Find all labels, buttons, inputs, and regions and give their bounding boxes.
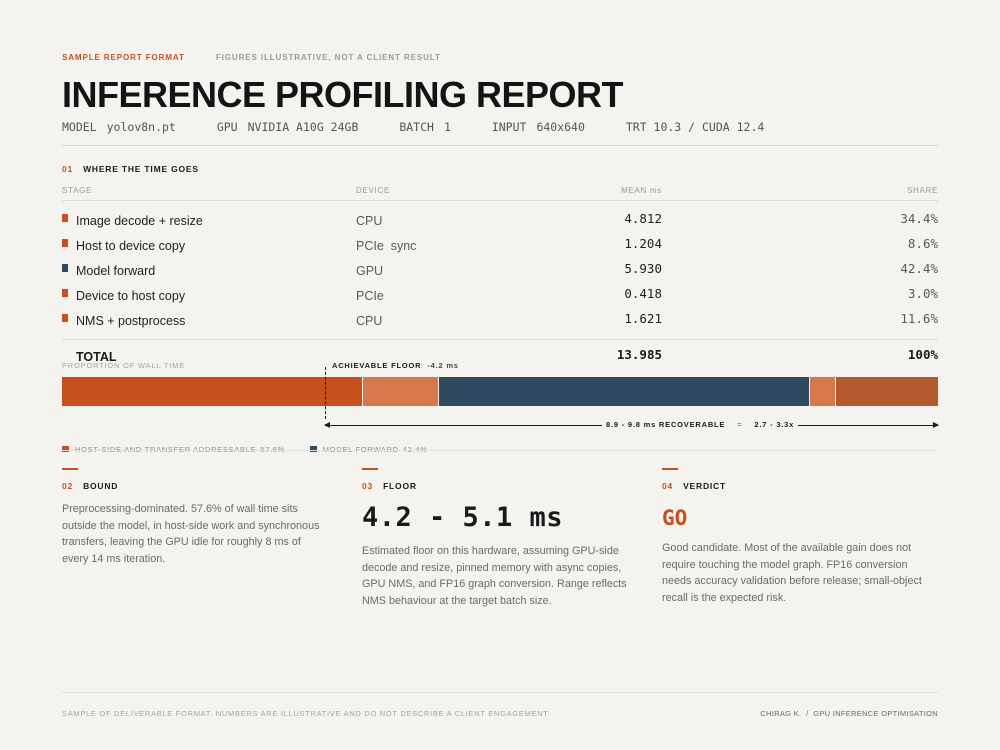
footer-author: CHIRAG K. / GPU INFERENCE OPTIMISATION (760, 709, 938, 718)
illustrative-note: FIGURES ILLUSTRATIVE, NOT A CLIENT RESUL… (215, 53, 441, 62)
stage-device: PCIe sync (356, 239, 417, 253)
card-floor: 03 FLOOR 4.2 - 5.1 ms Estimated floor on … (362, 468, 630, 609)
arrow-right-icon (933, 422, 939, 428)
stage-device: CPU (356, 314, 383, 328)
recoverable-range: 8.9 - 9.8 ms RECOVERABLE = 2.7 - 3.3x (324, 419, 939, 433)
table-row: Model forward GPU 5.930 42.4% (62, 258, 938, 283)
total-share: 100% (907, 347, 938, 362)
stage-table: Image decode + resize CPU 4.812 34.4% Ho… (62, 208, 938, 333)
meta-input: INPUT 640x640 (491, 120, 585, 134)
meta-gpu: GPU NVIDIA A10G 24GB (216, 120, 359, 134)
card-body: Estimated floor on this hardware, assumi… (362, 545, 627, 607)
legend-divider (62, 450, 938, 451)
stage-name: NMS + postprocess (76, 314, 186, 328)
card-body: Preprocessing-dominated. 57.6% of wall t… (62, 503, 320, 565)
report-eyebrow: SAMPLE REPORT FORMAT FIGURES ILLUSTRATIV… (62, 53, 441, 62)
header-divider (62, 145, 938, 146)
stage-mean: 1.204 (624, 236, 662, 251)
table-row: NMS + postprocess CPU 1.621 11.6% (62, 308, 938, 333)
meta-runtime: TRT 10.3 / CUDA 12.4 (625, 120, 765, 134)
bar-segment (810, 377, 837, 406)
stage-name: Host to device copy (76, 239, 186, 253)
stage-swatch (62, 314, 68, 322)
legend-model-forward: MODEL FORWARD42.4% (309, 445, 428, 454)
bar-legend: HOST-SIDE AND TRANSFER ADDRESSABLE57.6% … (62, 445, 449, 454)
stage-share: 34.4% (900, 211, 938, 226)
stage-mean: 1.621 (624, 311, 662, 326)
table-header-divider (62, 200, 938, 201)
stage-name: Image decode + resize (76, 214, 203, 228)
stage-swatch (62, 214, 68, 222)
card-heading: 04 VERDICT (662, 481, 726, 491)
achievable-floor-marker (325, 367, 326, 419)
speedup-value: 2.7 - 3.3x (754, 420, 795, 429)
stage-share: 3.0% (907, 286, 938, 301)
stage-swatch (62, 264, 68, 272)
run-metadata: MODEL yolov8n.pt GPU NVIDIA A10G 24GB BATC… (62, 120, 798, 134)
stage-device: CPU (356, 214, 383, 228)
stage-name: Device to host copy (76, 289, 186, 303)
section-where-time-goes: 01 WHERE THE TIME GOES (62, 164, 199, 174)
total-mean: 13.985 (616, 347, 662, 362)
table-row: Device to host copy PCIe 0.418 3.0% (62, 283, 938, 308)
stage-device: PCIe (356, 289, 384, 303)
col-mean: MEAN ms (621, 186, 662, 195)
total-divider (62, 339, 938, 340)
col-device: DEVICE (356, 186, 390, 195)
card-heading: 02 BOUND (62, 481, 119, 491)
bar-label: PROPORTION OF WALL TIME (62, 361, 185, 370)
wall-time-bar (62, 377, 938, 406)
bar-segment (363, 377, 439, 406)
stage-share: 8.6% (907, 236, 938, 251)
report-title: INFERENCE PROFILING REPORT (62, 74, 624, 115)
sample-tag: SAMPLE REPORT FORMAT (62, 53, 185, 62)
card-accent (362, 468, 378, 470)
stage-device: GPU (356, 264, 384, 278)
floor-label: ACHIEVABLE FLOOR -4.2 ms (332, 361, 459, 370)
table-row: Image decode + resize CPU 4.812 34.4% (62, 208, 938, 233)
verdict-value: GO (662, 506, 688, 530)
stage-mean: 0.418 (624, 286, 662, 301)
card-heading: 03 FLOOR (362, 481, 417, 491)
legend-host-side: HOST-SIDE AND TRANSFER ADDRESSABLE57.6% (62, 445, 285, 454)
stage-mean: 5.930 (624, 261, 662, 276)
recoverable-text: 8.9 - 9.8 ms RECOVERABLE = 2.7 - 3.3x (602, 420, 799, 429)
card-verdict: 04 VERDICT GO Good candidate. Most of the… (662, 468, 930, 606)
floor-value: -4.2 ms (427, 361, 459, 370)
stage-swatch (62, 239, 68, 247)
stage-mean: 4.812 (624, 211, 662, 226)
meta-model: MODEL yolov8n.pt (62, 120, 176, 134)
stage-share: 11.6% (900, 311, 938, 326)
stage-share: 42.4% (900, 261, 938, 276)
card-bound: 02 BOUND Preprocessing-dominated. 57.6% o… (62, 468, 330, 567)
footer-disclaimer: SAMPLE OF DELIVERABLE FORMAT. NUMBERS AR… (62, 709, 551, 718)
footer-divider (62, 692, 938, 693)
col-stage: STAGE (62, 186, 93, 195)
card-accent (662, 468, 678, 470)
floor-range: 4.2 - 5.1 ms (362, 502, 564, 533)
meta-batch: BATCH 1 (399, 120, 451, 134)
stage-name: Model forward (76, 264, 156, 278)
card-accent (62, 468, 78, 470)
col-share: SHARE (906, 186, 938, 195)
report-page: SAMPLE REPORT FORMAT FIGURES ILLUSTRATIV… (62, 0, 939, 750)
card-body: Good candidate. Most of the available ga… (662, 542, 922, 604)
bar-segment (836, 377, 938, 406)
stage-swatch (62, 289, 68, 297)
bar-segment (438, 377, 811, 406)
bar-segment (62, 377, 364, 406)
table-row: Host to device copy PCIe sync 1.204 8.6% (62, 233, 938, 258)
total-label: TOTAL (76, 350, 117, 364)
